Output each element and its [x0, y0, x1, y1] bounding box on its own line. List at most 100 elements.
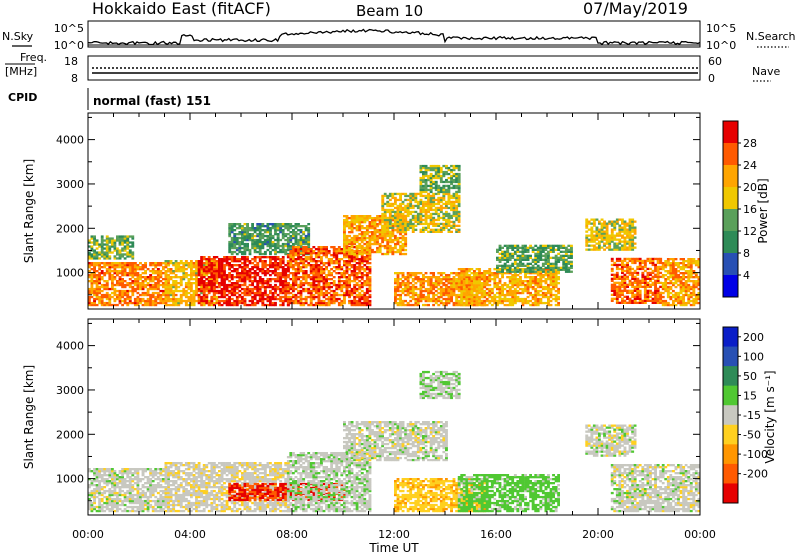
- echo-cell: [98, 253, 101, 256]
- echo-cell: [276, 238, 280, 242]
- echo-cell: [414, 196, 418, 200]
- echo-cell: [184, 301, 188, 305]
- echo-cell: [182, 289, 186, 293]
- echo-cell: [304, 227, 308, 230]
- echo-cell: [276, 278, 280, 281]
- echo-cell: [320, 278, 323, 281]
- echo-cell: [284, 297, 288, 301]
- echo-cell: [404, 283, 407, 287]
- echo-cell: [427, 188, 430, 192]
- echo-cell: [230, 270, 234, 273]
- echo-cell: [343, 244, 346, 248]
- echo-cell: [381, 238, 384, 242]
- echo-cell: [419, 278, 423, 281]
- echo-cell: [388, 250, 392, 254]
- echo-cell: [447, 190, 451, 194]
- echo-cell: [136, 285, 140, 289]
- echo-cell: [480, 272, 484, 275]
- echo-cell: [521, 303, 525, 307]
- echo-cell: [452, 212, 456, 216]
- echo-cell: [506, 248, 510, 251]
- echo-cell: [450, 299, 453, 303]
- echo-cell: [233, 233, 237, 236]
- echo-cell: [314, 278, 318, 281]
- echo-cell: [452, 278, 456, 281]
- echo-cell: [386, 250, 390, 254]
- echo-cell: [516, 256, 520, 259]
- echo-cell: [467, 280, 471, 283]
- echo-cell: [343, 229, 346, 232]
- echo-cell: [151, 295, 155, 299]
- echo-cell: [210, 258, 214, 261]
- echo-cell: [457, 295, 461, 299]
- echo-cell: [411, 283, 415, 287]
- echo-cell: [406, 208, 410, 212]
- echo-cell: [111, 239, 114, 242]
- echo-cell: [368, 223, 372, 226]
- echo-cell: [243, 282, 247, 285]
- echo-cell: [447, 206, 451, 210]
- echo-cell: [353, 287, 357, 291]
- echo-cell: [544, 301, 548, 305]
- echo-cell: [419, 287, 423, 291]
- echo-cell: [289, 260, 293, 263]
- echo-cell: [297, 223, 300, 226]
- echo-cell: [399, 226, 402, 229]
- echo-cell: [276, 244, 280, 248]
- echo-cell: [297, 266, 300, 269]
- echo-cell: [547, 301, 550, 305]
- echo-cell: [536, 264, 540, 267]
- echo-cell: [95, 289, 99, 293]
- echo-cell: [399, 272, 402, 275]
- echo-cell: [304, 256, 308, 259]
- echo-cell: [406, 282, 410, 285]
- echo-cell: [434, 176, 438, 180]
- echo-cell: [88, 245, 91, 248]
- echo-cell: [251, 229, 254, 232]
- echo-cell: [223, 293, 226, 297]
- echo-cell: [529, 283, 532, 287]
- echo-cell: [511, 289, 515, 293]
- echo-cell: [167, 287, 170, 291]
- echo-cell: [205, 283, 209, 287]
- echo-cell: [340, 301, 344, 305]
- echo-cell: [363, 231, 367, 234]
- echo-cell: [373, 229, 377, 232]
- echo-cell: [258, 229, 262, 232]
- echo-cell: [118, 278, 122, 281]
- echo-cell: [141, 303, 145, 307]
- echo-cell: [386, 196, 390, 200]
- echo-cell: [524, 299, 527, 303]
- echo-cell: [320, 289, 323, 293]
- echo-cell: [98, 297, 101, 301]
- echo-cell: [100, 301, 104, 305]
- echo-cell: [353, 227, 356, 230]
- echo-cell: [256, 229, 260, 232]
- echo-cell: [345, 291, 349, 295]
- echo-cell: [123, 249, 127, 252]
- echo-cell: [251, 272, 254, 275]
- echo-cell: [488, 268, 492, 271]
- echo-cell: [490, 297, 494, 301]
- echo-cell: [457, 274, 461, 277]
- echo-cell: [312, 285, 316, 289]
- echo-cell: [126, 283, 130, 287]
- echo-cell: [233, 303, 237, 307]
- echo-cell: [121, 264, 124, 267]
- echo-cell: [241, 250, 244, 254]
- echo-cell: [547, 270, 550, 273]
- echo-cell: [241, 270, 244, 273]
- echo-cell: [144, 264, 147, 267]
- echo-cell: [539, 266, 543, 269]
- echo-cell: [253, 303, 257, 307]
- echo-cell: [427, 210, 430, 214]
- echo-cell: [432, 168, 435, 172]
- echo-cell: [233, 240, 237, 244]
- echo-cell: [88, 291, 91, 295]
- echo-cell: [325, 254, 328, 257]
- echo-cell: [200, 301, 204, 305]
- echo-cell: [136, 282, 140, 285]
- echo-cell: [276, 240, 280, 244]
- echo-cell: [292, 295, 295, 299]
- echo-cell: [365, 280, 369, 283]
